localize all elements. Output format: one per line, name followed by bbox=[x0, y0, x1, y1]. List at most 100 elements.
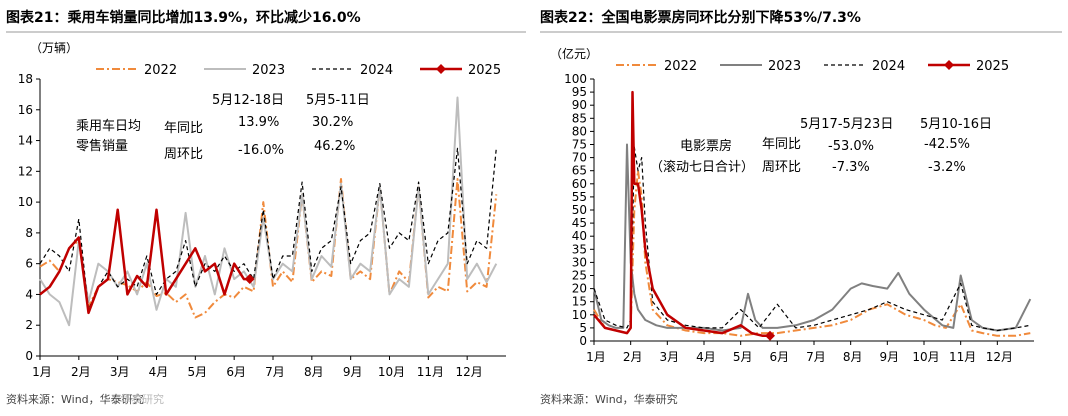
chart1-legend-label: 2023 bbox=[252, 63, 285, 78]
chart1-ytick-label: 6 bbox=[25, 257, 33, 271]
chart2-ytick-label: 60 bbox=[572, 177, 587, 191]
chart1-ytick-label: 12 bbox=[18, 164, 33, 178]
chart2-ann-r2c2: -3.2% bbox=[928, 160, 966, 175]
chart1-ytick-label: 10 bbox=[18, 195, 33, 209]
chart1-xtick-label: 10月 bbox=[378, 365, 405, 379]
chart1-xtick-label: 11月 bbox=[417, 365, 444, 379]
chart2-ann-label1: 电影票房 bbox=[680, 138, 732, 154]
chart2-xtick-label: 7月 bbox=[806, 350, 826, 364]
chart2-plot: 0510152025303540455055606570758085909510… bbox=[564, 59, 1034, 364]
chart2-ytick-label: 30 bbox=[572, 255, 587, 269]
chart2-source: 资料来源：Wind，华泰研究 bbox=[540, 392, 678, 406]
chart1-legend-label: 2024 bbox=[360, 63, 393, 78]
chart1-ann-r1c1: 13.9% bbox=[238, 115, 279, 130]
chart1-xtick-label: 6月 bbox=[226, 365, 246, 379]
chart1-xtick-label: 5月 bbox=[188, 365, 208, 379]
chart2-ytick-label: 95 bbox=[572, 85, 587, 99]
chart1-ann-r2c1: -16.0% bbox=[238, 143, 284, 158]
chart2-xtick-label: 9月 bbox=[880, 350, 900, 364]
chart2-series-2024 bbox=[593, 146, 1031, 332]
chart2-xtick-label: 2月 bbox=[623, 350, 643, 364]
chart2-xtick-label: 8月 bbox=[843, 350, 863, 364]
chart2-ytick-label: 15 bbox=[572, 295, 587, 309]
chart2-ytick-label: 65 bbox=[572, 164, 587, 178]
chart2-xtick-label: 10月 bbox=[912, 350, 939, 364]
chart2-legend-label: 2022 bbox=[664, 59, 697, 74]
chart2-ann-label2: （滚动七日合计） bbox=[650, 159, 754, 175]
chart1-ann-label1: 乘用车日均 bbox=[76, 118, 141, 134]
chart1-legend-label: 2022 bbox=[144, 63, 177, 78]
chart2-ytick-label: 35 bbox=[572, 242, 587, 256]
chart2-ann-r2c1: -7.3% bbox=[832, 160, 870, 175]
chart2-ytick-label: 75 bbox=[572, 138, 587, 152]
chart1-ann-r2c2: 46.2% bbox=[314, 139, 355, 154]
chart1-ytick-label: 14 bbox=[18, 134, 33, 148]
chart1-ytick-label: 0 bbox=[25, 349, 33, 363]
chart2-legend-label: 2025 bbox=[976, 59, 1009, 74]
chart2-ann-row1: 年同比 bbox=[762, 137, 801, 152]
chart1-ytick-label: 18 bbox=[18, 72, 33, 86]
chart2-ann-r1c1: -53.0% bbox=[828, 139, 874, 154]
chart1-ann-row2: 周环比 bbox=[164, 147, 203, 162]
chart2-ytick-label: 80 bbox=[572, 124, 587, 138]
chart1-ann-r1c2: 30.2% bbox=[312, 115, 353, 130]
chart2-ytick-label: 100 bbox=[564, 72, 587, 86]
chart1-ann-col2: 5月5-11日 bbox=[306, 93, 370, 108]
chart2-xtick-label: 1月 bbox=[586, 350, 606, 364]
chart2-ytick-label: 0 bbox=[579, 334, 587, 348]
chart2-xtick-label: 11月 bbox=[949, 350, 976, 364]
chart2-annotations: 电影票房 （滚动七日合计） 5月17-5月23日 5月10-16日 年同比 周环… bbox=[650, 117, 992, 175]
chart2-ann-col2: 5月10-16日 bbox=[920, 117, 992, 132]
chart1-xtick-label: 3月 bbox=[110, 365, 130, 379]
chart1-series-2025-end-marker bbox=[244, 274, 255, 285]
chart1-xtick-label: 2月 bbox=[71, 365, 91, 379]
chart1-title: 图表21：乘用车销量同比增加13.9%，环比减少16.0% bbox=[6, 9, 361, 26]
chart1-xtick-label: 1月 bbox=[32, 365, 52, 379]
chart1-series-2024 bbox=[39, 147, 497, 311]
chart2-legend-marker bbox=[944, 60, 954, 70]
chart1-xtick-label: 8月 bbox=[304, 365, 324, 379]
chart2-legend-label: 2024 bbox=[872, 59, 905, 74]
chart1-xtick-label: 7月 bbox=[265, 365, 285, 379]
chart2-xtick-label: 4月 bbox=[696, 350, 716, 364]
chart1-ann-col1: 5月12-18日 bbox=[212, 93, 284, 108]
chart1-ann-label2: 零售销量 bbox=[76, 138, 128, 154]
chart2-ytick-label: 55 bbox=[572, 190, 587, 204]
chart1-plot: 0 2 4 6 8 10 12 14 16 18 1月 2月 3月 4月 5月 6月 7月 8月 9月 10月 11月 1… bbox=[18, 63, 506, 379]
chart1-xtick-label: 4月 bbox=[149, 365, 169, 379]
chart1-ann-row1: 年同比 bbox=[164, 121, 203, 136]
chart2-ytick-label: 10 bbox=[572, 308, 587, 322]
chart1-ytick-label: 2 bbox=[25, 318, 33, 332]
chart1-legend-marker bbox=[436, 64, 446, 74]
chart2-ytick-label: 25 bbox=[572, 269, 587, 283]
chart2-ytick-label: 5 bbox=[579, 321, 587, 335]
chart2-title: 图表22：全国电影票房同环比分别下降53%/7.3% bbox=[540, 9, 861, 26]
chart2-legend-label: 2023 bbox=[768, 59, 801, 74]
chart2-ytick-label: 70 bbox=[572, 151, 587, 165]
chart2-unit: （亿元） bbox=[550, 46, 598, 61]
chart2-series-2022 bbox=[593, 169, 1031, 337]
chart1-ytick-label: 8 bbox=[25, 226, 33, 240]
chart2-ytick-label: 90 bbox=[572, 98, 587, 112]
chart1-source: 资料来源：Wind，华泰研究 bbox=[6, 392, 144, 406]
chart1-ytick-label: 16 bbox=[18, 103, 33, 117]
chart2-ann-row2: 周环比 bbox=[762, 160, 801, 175]
chart1-xtick-label: 12月 bbox=[456, 365, 483, 379]
watermark-text: 华泰研究 bbox=[120, 392, 164, 406]
chart2-ytick-label: 50 bbox=[572, 203, 587, 217]
chart1-xtick-label: 9月 bbox=[343, 365, 363, 379]
chart2-xtick-label: 12月 bbox=[986, 350, 1013, 364]
chart2-series-2025 bbox=[593, 90, 770, 338]
chart2-ytick-label: 45 bbox=[572, 216, 587, 230]
chart1-ytick-label: 4 bbox=[25, 287, 33, 301]
chart1-annotations: 乘用车日均 零售销量 5月12-18日 5月5-11日 年同比 周环比 13.9… bbox=[76, 93, 370, 162]
chart2-series-2025-end-marker bbox=[765, 330, 775, 341]
chart1-unit: （万辆） bbox=[30, 41, 78, 55]
chart2-xtick-label: 5月 bbox=[733, 350, 753, 364]
chart2-ann-col1: 5月17-5月23日 bbox=[800, 117, 893, 132]
chart1-legend-label: 2025 bbox=[468, 63, 501, 78]
chart2-xtick-label: 3月 bbox=[660, 350, 680, 364]
chart1-series-2025 bbox=[39, 208, 250, 315]
chart2-ytick-label: 85 bbox=[572, 111, 587, 125]
